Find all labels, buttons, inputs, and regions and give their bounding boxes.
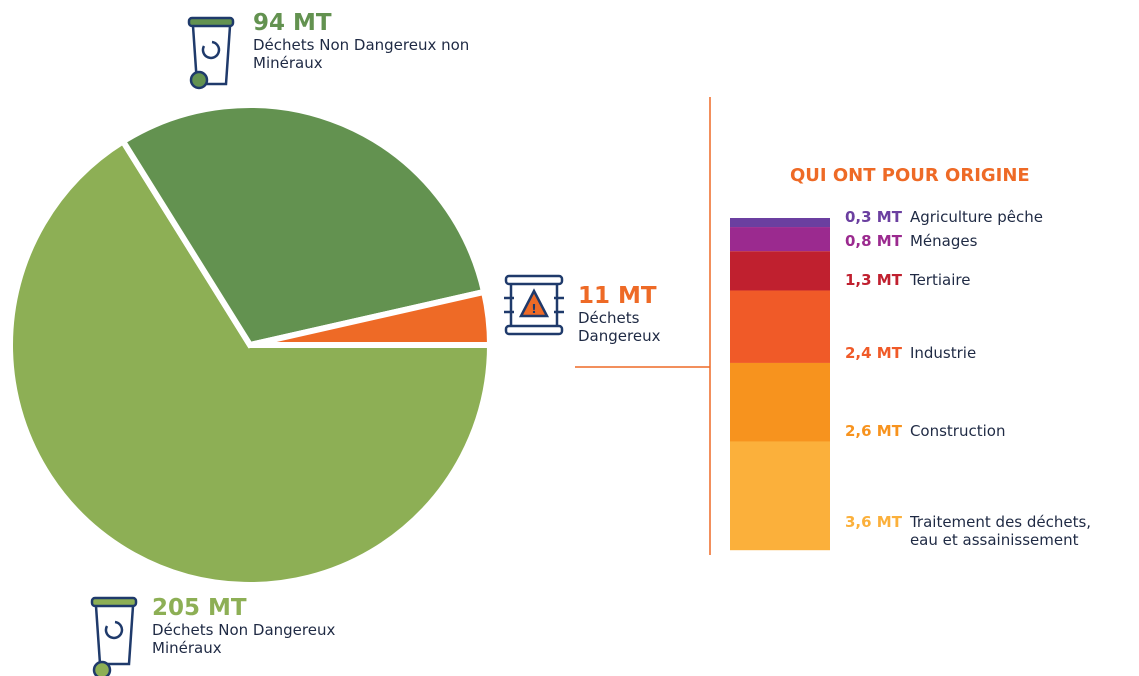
pie-slice (249, 288, 494, 348)
pie-label: 94 MT Déchets Non Dangereux non Minéraux (253, 10, 493, 72)
value-label: 1,3 MT (845, 271, 902, 290)
pie-label: 205 MT Déchets Non Dangereux Minéraux (152, 595, 392, 657)
bin-icon (90, 596, 138, 676)
barrel-icon: ! (504, 274, 564, 336)
bar-label: 0,3 MT Agriculture pêche (845, 208, 1135, 226)
bar-label: 1,3 MT Tertiaire (845, 271, 1135, 289)
svg-text:!: ! (531, 302, 536, 316)
value-label: 2,4 MT (845, 343, 902, 362)
value-label: 3,6 MT (845, 513, 902, 532)
category-label: Tertiaire (909, 271, 971, 290)
stacked-bar (730, 218, 830, 551)
value-label: 0,8 MT (845, 232, 902, 251)
value-label: 94 MT (253, 10, 332, 36)
value-label: 205 MT (152, 595, 247, 621)
bar-segment (730, 362, 830, 442)
bar-segment (730, 290, 830, 363)
pie-label: 11 MT Déchets Dangereux (578, 283, 678, 345)
category-label: Ménages (909, 232, 978, 251)
bar-segment (730, 218, 830, 228)
bar-label: 3,6 MT Traitement des déchets, eau et ass… (845, 513, 1135, 549)
bar-segment (730, 441, 830, 551)
bar-label: 2,4 MT Industrie (845, 344, 1135, 362)
value-label: 11 MT (578, 283, 657, 309)
bar-label: 0,8 MT Ménages (845, 232, 1135, 250)
bar-segment (730, 227, 830, 252)
category-label: Déchets Dangereux (578, 309, 661, 345)
category-label: Déchets Non Dangereux non Minéraux (253, 36, 470, 72)
category-label: Construction (909, 422, 1006, 441)
pie-slice (7, 137, 494, 588)
category-label: Industrie (909, 343, 977, 362)
category-label: Traitement des déchets, eau et assainiss… (909, 513, 1092, 550)
pie-slice (118, 102, 488, 349)
category-label: Déchets Non Dangereux Minéraux (152, 621, 336, 657)
pie (7, 102, 494, 588)
bin-icon (187, 16, 235, 90)
bar-title: QUI ONT POUR ORIGINE (790, 165, 1030, 186)
bar-label: 2,6 MT Construction (845, 422, 1135, 440)
value-label: 0,3 MT (845, 208, 902, 227)
bar-segment (730, 251, 830, 291)
category-label: Agriculture pêche (909, 208, 1043, 227)
value-label: 2,6 MT (845, 422, 902, 441)
